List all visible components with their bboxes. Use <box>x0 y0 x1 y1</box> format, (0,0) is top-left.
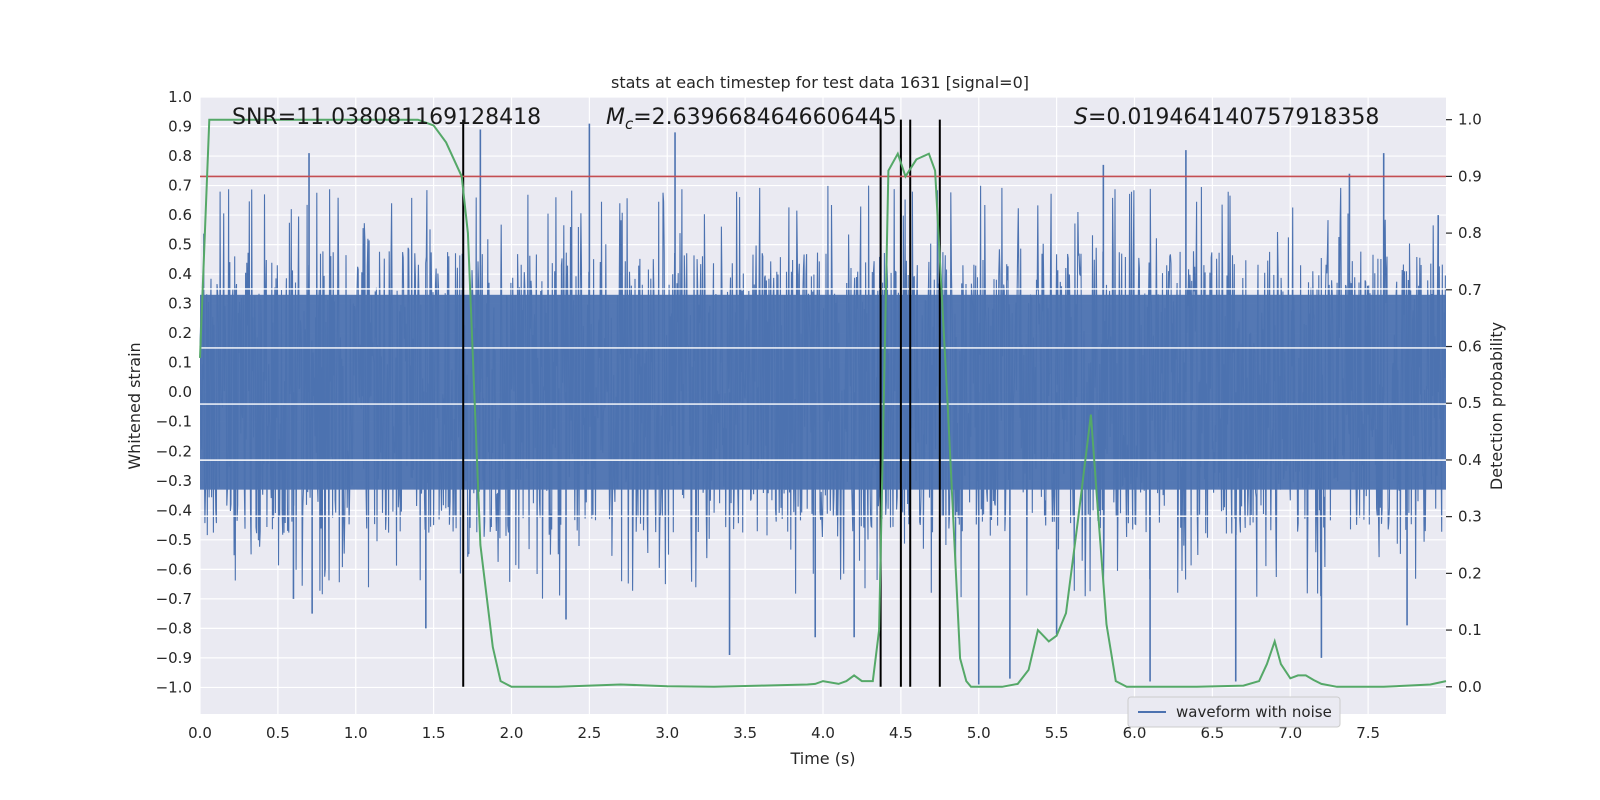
y-axis-label: Whitened strain <box>125 342 144 469</box>
y-tick-label: 0.9 <box>168 118 192 136</box>
y-tick-label: 0.1 <box>168 354 192 372</box>
right-y-tick-label: 0.1 <box>1458 621 1482 639</box>
right-y-tick-label: 0.2 <box>1458 564 1482 582</box>
y-tick-label: −0.6 <box>156 560 192 578</box>
y-tick-label: 0.4 <box>168 265 192 283</box>
x-axis-label: Time (s) <box>789 749 855 768</box>
right-y-tick-labels: 1.0 0.9 0.8 0.7 0.6 0.5 0.4 0.3 0.2 0.1 0.0 <box>1446 111 1482 696</box>
x-tick-label: 6.5 <box>1200 724 1224 742</box>
y-tick-label: 0.8 <box>168 147 192 165</box>
s-annotation: S=0.019464140757918358 <box>1074 105 1379 130</box>
x-tick-label: 0.0 <box>188 724 212 742</box>
mc-subscript: c <box>625 115 634 133</box>
chirp-mass-annotation: Mc=2.6396684646606445 <box>606 105 897 133</box>
chart-title: stats at each timestep for test data 163… <box>611 73 1029 92</box>
x-tick-label: 4.5 <box>889 724 913 742</box>
x-tick-label: 5.5 <box>1045 724 1069 742</box>
y-tick-label: 1.0 <box>168 88 192 106</box>
legend-label: waveform with noise <box>1176 703 1332 721</box>
s-symbol: S <box>1074 105 1088 130</box>
mc-value: =2.6396684646606445 <box>633 105 896 130</box>
x-tick-label: 3.0 <box>655 724 679 742</box>
right-y-tick-label: 0.9 <box>1458 167 1482 185</box>
y-tick-label: −0.5 <box>156 531 192 549</box>
legend-box <box>1127 696 1341 728</box>
right-y-tick-label: 0.4 <box>1458 451 1482 469</box>
y-tick-label: −1.0 <box>156 678 192 696</box>
y-tick-label: −0.1 <box>156 413 192 431</box>
right-y-tick-label: 0.7 <box>1458 281 1482 299</box>
waveform-core <box>200 294 1446 490</box>
right-y-tick-label: 0.5 <box>1458 394 1482 412</box>
x-tick-label: 0.5 <box>266 724 290 742</box>
y-tick-label: 0.7 <box>168 177 192 195</box>
y-tick-label: 0.6 <box>168 206 192 224</box>
y-tick-labels: 1.0 0.9 0.8 0.7 0.6 0.5 0.4 0.3 0.2 0.1 0.0 −0.1 −0.… <box>156 88 192 696</box>
y-tick-label: 0.0 <box>168 383 192 401</box>
right-y-tick-label: 1.0 <box>1458 111 1482 129</box>
x-tick-label: 4.0 <box>811 724 835 742</box>
x-tick-label: 6.0 <box>1123 724 1147 742</box>
right-y-tick-label: 0.0 <box>1458 678 1482 696</box>
y-tick-label: −0.3 <box>156 472 192 490</box>
detection-probability-line <box>199 118 1447 688</box>
y-tick-label: 0.3 <box>168 295 192 313</box>
right-y-tick-label: 0.8 <box>1458 224 1482 242</box>
y-tick-label: −0.9 <box>156 649 192 667</box>
y-tick-label: −0.8 <box>156 619 192 637</box>
x-tick-label: 1.5 <box>422 724 446 742</box>
s-value: =0.019464140757918358 <box>1088 105 1379 130</box>
x-tick-label: 7.0 <box>1278 724 1302 742</box>
y-tick-label: 0.2 <box>168 324 192 342</box>
x-tick-labels: 0.0 0.5 1.0 1.5 2.0 2.5 3.0 3.5 4.0 4.5 5.0 5.5 6.0 6… <box>188 724 1380 742</box>
x-tick-label: 1.0 <box>344 724 368 742</box>
x-tick-label: 2.0 <box>500 724 524 742</box>
x-tick-label: 7.5 <box>1356 724 1380 742</box>
y-tick-label: −0.4 <box>156 501 192 519</box>
legend: waveform with noise <box>1127 696 1341 728</box>
y-tick-label: −0.7 <box>156 590 192 608</box>
x-tick-label: 3.5 <box>733 724 757 742</box>
waveform-series <box>199 123 1446 685</box>
snr-annotation: SNR=11.038081169128418 <box>232 105 541 130</box>
mc-symbol: M <box>606 105 625 130</box>
y-tick-label: 0.5 <box>168 236 192 254</box>
right-y-axis-label: Detection probability <box>1487 322 1506 490</box>
right-y-tick-label: 0.3 <box>1458 508 1482 526</box>
right-y-tick-label: 0.6 <box>1458 338 1482 356</box>
x-tick-label: 2.5 <box>577 724 601 742</box>
x-tick-label: 5.0 <box>967 724 991 742</box>
y-tick-label: −0.2 <box>156 442 192 460</box>
